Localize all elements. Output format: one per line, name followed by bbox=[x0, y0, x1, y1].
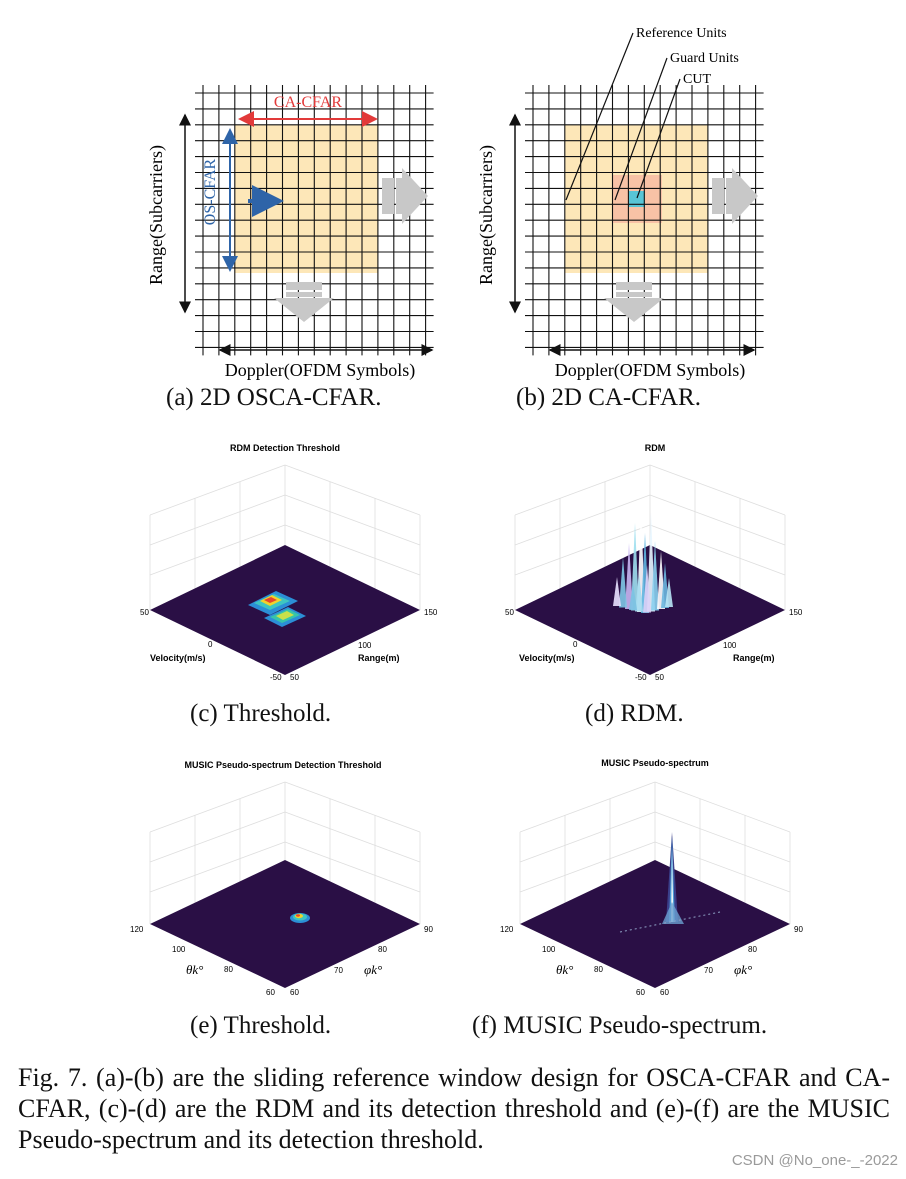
r-tick: 50 bbox=[290, 673, 299, 682]
rdm-peak bbox=[635, 573, 643, 612]
rdm-peaks bbox=[613, 508, 673, 613]
r-tick: 100 bbox=[358, 641, 372, 650]
phi-tick: 60 bbox=[290, 988, 299, 997]
music-peak bbox=[619, 832, 721, 933]
rdm-peak bbox=[619, 557, 627, 608]
caption-a: (a) 2D OSCA-CFAR. bbox=[166, 384, 382, 411]
r-tick: 50 bbox=[655, 673, 664, 682]
slide-down-arrow bbox=[274, 282, 334, 322]
range-axis-label: Range(Subcarriers) bbox=[146, 145, 167, 285]
doppler-axis-label: Doppler(OFDM Symbols) bbox=[555, 360, 746, 381]
cut-label: CUT bbox=[683, 72, 711, 87]
velocity-axis-label: Velocity(m/s) bbox=[519, 653, 575, 663]
range-axis-label: Range(m) bbox=[733, 653, 775, 663]
cut-cell bbox=[629, 191, 645, 207]
plot-title: RDM Detection Threshold bbox=[230, 443, 340, 453]
axes-box bbox=[514, 464, 786, 610]
surface-floor bbox=[150, 860, 420, 988]
caption-e: (e) Threshold. bbox=[190, 1012, 332, 1039]
plot-title: MUSIC Pseudo-spectrum bbox=[601, 758, 709, 768]
caption-f: (f) MUSIC Pseudo-spectrum. bbox=[472, 1012, 768, 1039]
r-tick: 150 bbox=[789, 608, 803, 617]
phi-tick: 90 bbox=[424, 925, 433, 934]
rdm-peak bbox=[629, 583, 637, 610]
watermark: CSDN @No_one-_-2022 bbox=[731, 1152, 898, 1169]
v-tick: 0 bbox=[573, 640, 578, 649]
theta-tick: 60 bbox=[266, 988, 275, 997]
slide-right-arrow bbox=[382, 168, 428, 224]
range-axis-label: Range(Subcarriers) bbox=[476, 145, 497, 285]
phi-tick: 80 bbox=[378, 945, 387, 954]
panel-d-surface-plot: RDM 50 0 -50 50 100 150 Velocity(m/s) Ra… bbox=[505, 443, 803, 682]
theta-tick: 120 bbox=[130, 925, 144, 934]
v-tick: 0 bbox=[208, 640, 213, 649]
theta-tick: 60 bbox=[636, 988, 645, 997]
os-cfar-label: OS-CFAR bbox=[202, 158, 219, 225]
threshold-blob bbox=[290, 913, 310, 923]
plot-title: RDM bbox=[645, 443, 666, 453]
ca-cfar-label: CA-CFAR bbox=[274, 94, 342, 111]
slide-right-arrow bbox=[712, 168, 758, 224]
plot-title: MUSIC Pseudo-spectrum Detection Threshol… bbox=[184, 760, 381, 770]
rdm-peak bbox=[625, 543, 633, 609]
panel-b-diagram: Reference Units Guard Units CUT Range(Su… bbox=[476, 26, 764, 381]
r-tick: 100 bbox=[723, 641, 737, 650]
velocity-axis-label: Velocity(m/s) bbox=[150, 653, 206, 663]
slide-down-arrow bbox=[604, 282, 664, 322]
phi-tick: 70 bbox=[704, 966, 713, 975]
caption-c: (c) Threshold. bbox=[190, 700, 332, 727]
phi-axis-label: φk° bbox=[364, 962, 382, 977]
axes-box bbox=[149, 781, 421, 924]
caption-d: (d) RDM. bbox=[585, 700, 684, 727]
rdm-peak bbox=[643, 565, 651, 613]
phi-tick: 60 bbox=[660, 988, 669, 997]
panel-a-diagram: CA-CFAR OS-CFAR Range(Subcarriers) Doppl… bbox=[146, 85, 434, 381]
panel-e-surface-plot: MUSIC Pseudo-spectrum Detection Threshol… bbox=[130, 760, 433, 997]
v-tick: -50 bbox=[635, 673, 647, 682]
guard-units-label: Guard Units bbox=[670, 51, 739, 66]
caption-b: (b) 2D CA-CFAR. bbox=[516, 384, 701, 411]
rdm-peak bbox=[665, 578, 673, 607]
threshold-blobs bbox=[248, 591, 306, 627]
phi-tick: 90 bbox=[794, 925, 803, 934]
panel-f-surface-plot: MUSIC Pseudo-spectrum 120 100 80 60 60 7… bbox=[500, 758, 803, 997]
v-tick: -50 bbox=[270, 673, 282, 682]
phi-tick: 80 bbox=[748, 945, 757, 954]
axes-box bbox=[519, 781, 791, 924]
theta-tick: 120 bbox=[500, 925, 514, 934]
reference-units-label: Reference Units bbox=[636, 26, 727, 41]
r-tick: 150 bbox=[424, 608, 438, 617]
panel-c-surface-plot: RDM Detection Threshold 50 0 -50 50 100 … bbox=[140, 443, 438, 682]
axes-box bbox=[149, 464, 421, 610]
theta-tick: 100 bbox=[172, 945, 186, 954]
theta-tick: 80 bbox=[594, 965, 603, 974]
range-axis-label: Range(m) bbox=[358, 653, 400, 663]
surface-floor bbox=[520, 860, 790, 988]
theta-axis-label: θk° bbox=[556, 962, 573, 977]
rdm-peak bbox=[651, 541, 659, 611]
v-tick: 50 bbox=[140, 608, 149, 617]
doppler-axis-label: Doppler(OFDM Symbols) bbox=[225, 360, 416, 381]
figure-caption: Fig. 7. (a)-(b) are the sliding referenc… bbox=[18, 1063, 890, 1154]
phi-axis-label: φk° bbox=[734, 962, 752, 977]
grid bbox=[525, 85, 764, 356]
v-tick: 50 bbox=[505, 608, 514, 617]
phi-tick: 70 bbox=[334, 966, 343, 975]
theta-tick: 80 bbox=[224, 965, 233, 974]
rdm-peak bbox=[613, 577, 621, 606]
theta-axis-label: θk° bbox=[186, 962, 203, 977]
theta-tick: 100 bbox=[542, 945, 556, 954]
